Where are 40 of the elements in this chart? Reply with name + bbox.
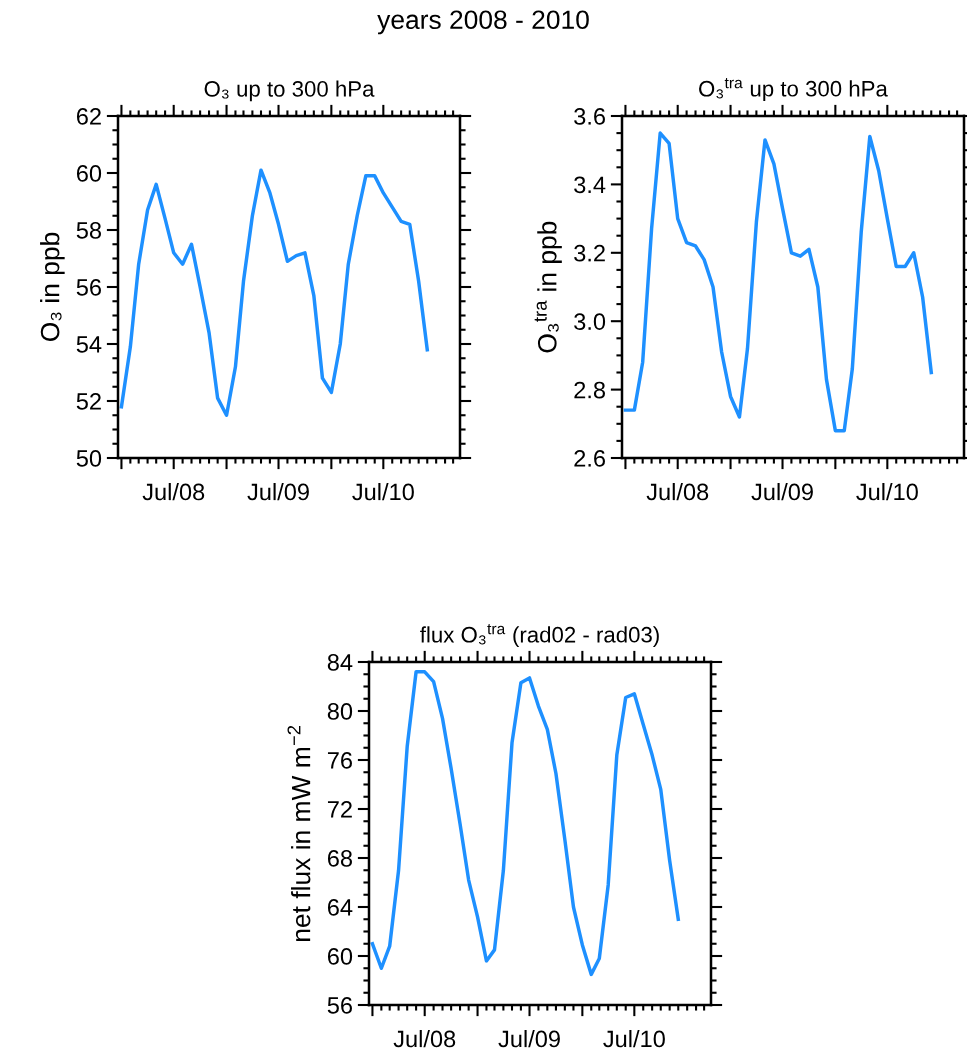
line-series bbox=[370, 670, 680, 977]
y-tick-label: 56 bbox=[76, 279, 101, 296]
y-tick-label: 3.4 bbox=[574, 176, 606, 194]
y-tick-label: 58 bbox=[76, 222, 101, 239]
y-tick-label: 52 bbox=[76, 393, 101, 410]
y-tick-label: 68 bbox=[327, 850, 352, 867]
y-tick-label: 56 bbox=[327, 997, 352, 1014]
x-tick-label: Jul/09 bbox=[247, 483, 309, 501]
y-tick-label: 80 bbox=[327, 703, 353, 720]
x-tick-label: Jul/09 bbox=[751, 483, 813, 501]
chart-title: O₃$^{tra}$ up to 300 hPa bbox=[699, 78, 888, 101]
y-tick-label: 2.6 bbox=[574, 450, 605, 467]
y-tick-label: 84 bbox=[327, 654, 353, 671]
y-tick-label: 60 bbox=[327, 948, 353, 965]
y-tick-label: 60 bbox=[76, 165, 102, 182]
x-tick-label: Jul/10 bbox=[352, 483, 414, 501]
y-tick-label: 3.0 bbox=[574, 313, 606, 330]
x-tick-label: Jul/08 bbox=[142, 483, 205, 501]
line-series bbox=[623, 131, 933, 433]
y-tick-label: 62 bbox=[76, 108, 101, 125]
line-series bbox=[119, 168, 429, 417]
x-tick-label: Jul/10 bbox=[856, 483, 918, 501]
x-tick-label: Jul/10 bbox=[603, 1030, 665, 1048]
chart-title: flux O₃$^{tra}$ (rad02 - rad03) bbox=[420, 624, 659, 647]
y-tick-label: 64 bbox=[327, 899, 353, 916]
x-tick-label: Jul/09 bbox=[498, 1030, 560, 1048]
y-tick-label: 3.2 bbox=[574, 244, 605, 262]
x-tick-label: Jul/08 bbox=[393, 1030, 456, 1048]
y-tick-label: 72 bbox=[327, 801, 352, 818]
x-tick-label: Jul/08 bbox=[646, 483, 709, 501]
y-axis-title: O₃$^{tra}$ in ppb bbox=[534, 221, 562, 353]
chart-subtitle: O₃ up to 300 hPa bbox=[204, 80, 375, 102]
y-tick-label: 2.8 bbox=[574, 381, 605, 399]
y-tick-label: 50 bbox=[76, 450, 102, 467]
y-axis-title: O₃ in ppb bbox=[40, 232, 65, 341]
y-tick-label: 3.6 bbox=[574, 108, 605, 125]
chart-title: years 2008 - 2010 bbox=[377, 10, 589, 35]
y-tick-label: 54 bbox=[76, 336, 102, 353]
y-axis-title: net flux in mW m$^{−2}$ bbox=[287, 725, 311, 941]
y-tick-label: 76 bbox=[327, 752, 352, 769]
